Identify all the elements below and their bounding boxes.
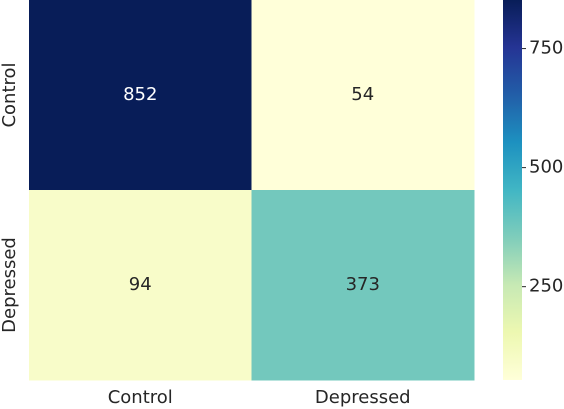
- heatmap-cell: [251, 190, 475, 381]
- y-tick-label: Depressed: [0, 237, 20, 333]
- cell-label: 852: [123, 84, 157, 105]
- y-tick-label: Control: [0, 62, 20, 127]
- colorbar-tick-label: 250: [529, 276, 563, 297]
- colorbar: [503, 0, 522, 380]
- colorbar-tick-label: 500: [529, 157, 563, 178]
- heatmap-cell: [29, 0, 252, 191]
- heatmap-cell: [29, 190, 252, 381]
- x-tick-label: Depressed: [315, 387, 411, 408]
- cell-label: 373: [346, 274, 380, 295]
- cell-label: 54: [351, 84, 374, 105]
- cell-label: 94: [129, 274, 152, 295]
- heatmap-cell: [251, 0, 475, 191]
- colorbar-tick-label: 750: [529, 38, 563, 59]
- x-tick-label: Control: [108, 387, 173, 408]
